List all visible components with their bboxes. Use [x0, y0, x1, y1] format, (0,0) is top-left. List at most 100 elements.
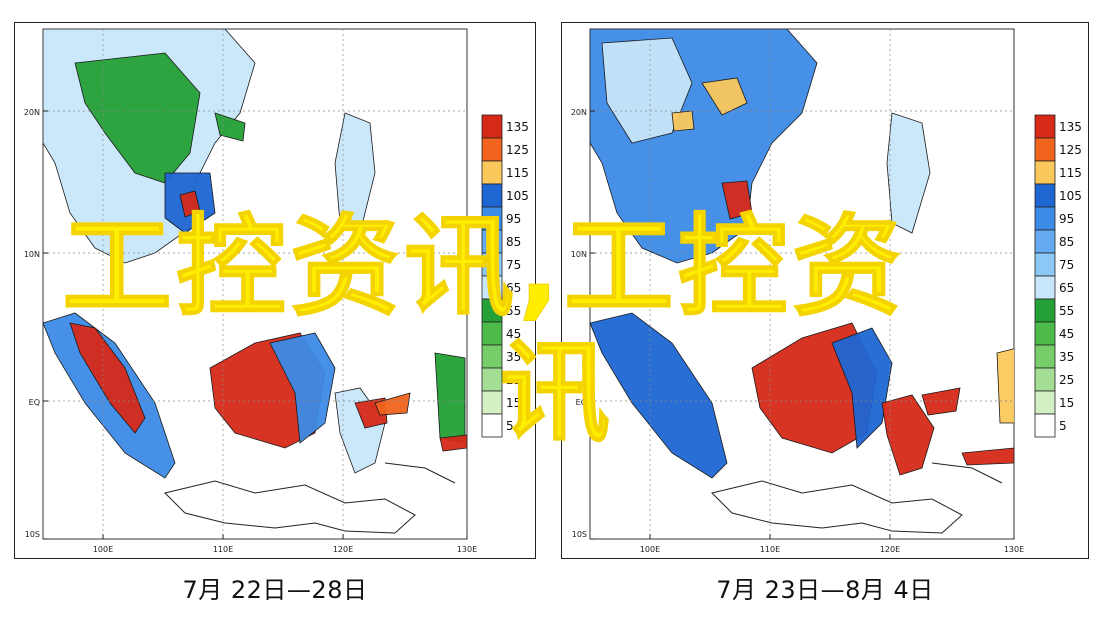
- legend-label: 15: [1059, 396, 1074, 410]
- lon-tick-label: 100E: [93, 545, 113, 554]
- legend-label: 55: [1059, 304, 1074, 318]
- legend-label: 45: [506, 327, 521, 341]
- legend-label: 5: [506, 419, 514, 433]
- legend-label: 35: [1059, 350, 1074, 364]
- precip-region: [439, 434, 467, 452]
- lon-tick-label: 130E: [1004, 545, 1024, 554]
- precip-region: [601, 37, 693, 144]
- lon-tick-label: 100E: [640, 545, 660, 554]
- lon-tick-label: 120E: [333, 545, 353, 554]
- lat-tick-label: 10S: [25, 530, 40, 539]
- precip-region: [831, 327, 893, 449]
- legend-swatch: [481, 413, 503, 438]
- precip-region: [881, 394, 935, 476]
- legend-swatch: [1034, 275, 1056, 300]
- legend-label: 45: [1059, 327, 1074, 341]
- legend-label: 25: [506, 373, 521, 387]
- lat-tick-label: 20N: [571, 108, 587, 117]
- caption-right: 7月 23日—8月 4日: [716, 576, 934, 604]
- legend-label: 85: [506, 235, 521, 249]
- precip-region: [961, 447, 1014, 466]
- precip-region: [214, 112, 246, 142]
- legend-label: 115: [506, 166, 529, 180]
- legend-label: 105: [1059, 189, 1082, 203]
- legend-label: 35: [506, 350, 521, 364]
- legend-label: 135: [1059, 120, 1082, 134]
- precip-region: [269, 332, 336, 444]
- legend-label: 55: [506, 304, 521, 318]
- legend-swatch: [481, 206, 503, 231]
- map-field: [43, 29, 467, 534]
- legend-label: 75: [506, 258, 521, 272]
- precip-region: [69, 322, 146, 434]
- legend-swatch: [481, 252, 503, 277]
- legend-swatch: [1034, 183, 1056, 208]
- legend-swatch: [481, 321, 503, 346]
- precip-region: [921, 387, 961, 416]
- precip-map-right: 20N 10N EQ 10S 100E 110E 120E 130E 135 125 115 105 9…: [571, 28, 1082, 554]
- lat-tick-label: EQ: [29, 398, 40, 407]
- precip-region: [334, 112, 376, 234]
- precip-region: [374, 392, 411, 416]
- legend-swatch: [1034, 114, 1056, 139]
- lat-tick-label: 20N: [24, 108, 40, 117]
- legend-swatch: [481, 367, 503, 392]
- legend-swatch: [1034, 367, 1056, 392]
- legend-swatch: [1034, 160, 1056, 185]
- map-field: [590, 29, 1014, 534]
- legend-label: 135: [506, 120, 529, 134]
- legend-swatch: [1034, 206, 1056, 231]
- legend-swatch: [1034, 390, 1056, 415]
- precip-region: [721, 180, 753, 220]
- legend-swatch: [1034, 344, 1056, 369]
- precip-region: [701, 77, 748, 116]
- legend-swatch: [1034, 298, 1056, 323]
- legend-swatch: [481, 114, 503, 139]
- legend-swatch: [481, 137, 503, 162]
- legend-label: 15: [506, 396, 521, 410]
- caption-left: 7月 22日—28日: [182, 576, 368, 604]
- legend-swatch: [481, 344, 503, 369]
- legend-label: 5: [1059, 419, 1067, 433]
- precip-region: [996, 348, 1014, 424]
- legend-swatch: [481, 160, 503, 185]
- legend-swatch: [481, 298, 503, 323]
- precip-region: [671, 110, 695, 132]
- legend-swatch: [481, 183, 503, 208]
- lat-tick-label: 10S: [572, 530, 587, 539]
- map-panel-right: 20N 10N EQ 10S 100E 110E 120E 130E 135 125 115 105 9…: [561, 22, 1089, 559]
- lat-tick-label: 10N: [571, 250, 587, 259]
- legend-swatch: [1034, 229, 1056, 254]
- lat-tick-label: 10N: [24, 250, 40, 259]
- legend-label: 65: [1059, 281, 1074, 295]
- lon-tick-label: 130E: [457, 545, 477, 554]
- legend-swatch: [1034, 321, 1056, 346]
- precip-region: [179, 190, 201, 218]
- legend-swatch: [481, 229, 503, 254]
- legend-swatch: [1034, 252, 1056, 277]
- legend-label: 65: [506, 281, 521, 295]
- precip-region: [886, 112, 931, 234]
- legend-label: 115: [1059, 166, 1082, 180]
- lat-tick-label: EQ: [576, 398, 587, 407]
- legend-label: 105: [506, 189, 529, 203]
- legend-swatch: [481, 275, 503, 300]
- coastline: [931, 462, 1003, 484]
- legend-label: 125: [1059, 143, 1082, 157]
- coastline: [384, 462, 456, 484]
- precip-region: [434, 352, 466, 444]
- lon-tick-label: 120E: [880, 545, 900, 554]
- coastline: [164, 480, 416, 534]
- legend-label: 125: [506, 143, 529, 157]
- precip-region: [590, 312, 728, 479]
- lon-tick-label: 110E: [213, 545, 233, 554]
- legend-swatch: [481, 390, 503, 415]
- legend-swatch: [1034, 137, 1056, 162]
- legend-label: 25: [1059, 373, 1074, 387]
- map-panel-left: 20N 10N EQ 10S 100E 110E 120E 130E 135 125 115 105 9…: [14, 22, 536, 559]
- precip-map-left: 20N 10N EQ 10S 100E 110E 120E 130E 135 125 115 105 9…: [24, 28, 529, 554]
- legend-label: 85: [1059, 235, 1074, 249]
- legend-swatch: [1034, 413, 1056, 438]
- lon-tick-label: 110E: [760, 545, 780, 554]
- legend-label: 95: [506, 212, 521, 226]
